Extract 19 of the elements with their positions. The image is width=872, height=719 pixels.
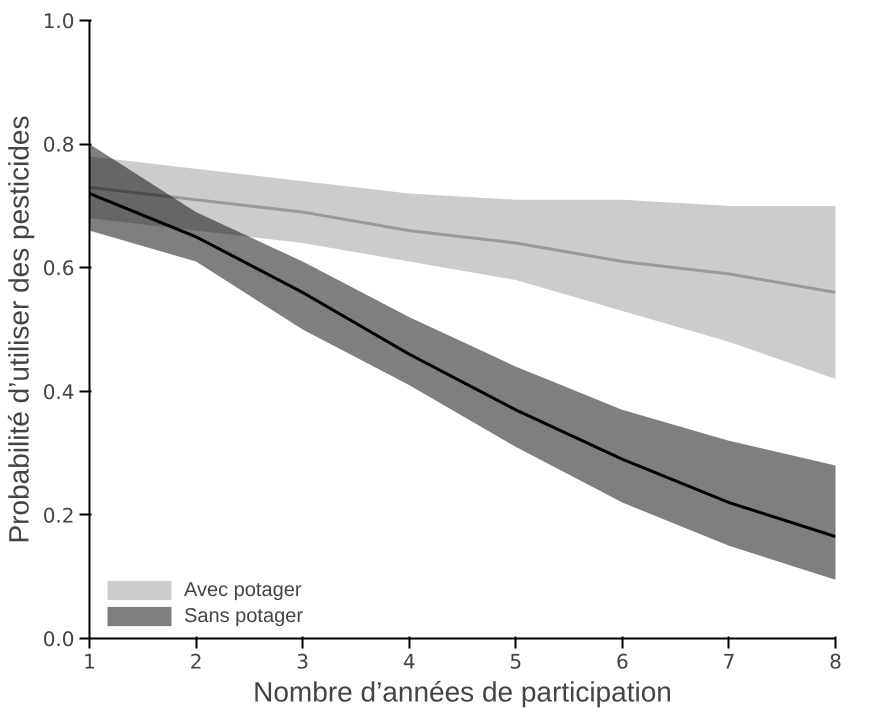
x-axis-title: Nombre d’années de participation bbox=[253, 676, 672, 708]
x-tick-label: 1 bbox=[83, 650, 96, 674]
legend-label: Sans potager bbox=[184, 604, 303, 628]
legend-label: Avec potager bbox=[184, 578, 302, 602]
x-tick-label: 5 bbox=[509, 650, 522, 674]
line-series bbox=[90, 186, 836, 294]
x-tick-label: 2 bbox=[190, 650, 202, 674]
x-tick-label: 7 bbox=[722, 650, 736, 674]
y-tick-label: 0.6 bbox=[42, 256, 75, 280]
x-tick-label: 3 bbox=[296, 650, 310, 674]
y-tick-label: 1.0 bbox=[42, 9, 75, 33]
y-tick-label: 0.8 bbox=[42, 132, 75, 157]
y-tick-label: 0.2 bbox=[42, 503, 75, 528]
x-tick-label: 6 bbox=[616, 650, 629, 674]
x-tick-label: 4 bbox=[402, 650, 416, 674]
y-tick-label: 0.0 bbox=[42, 627, 75, 651]
y-tick-label: 0.4 bbox=[42, 380, 75, 404]
y-axis-title: Probabilité d’utiliser des pesticides bbox=[4, 116, 35, 544]
x-tick-label: 8 bbox=[829, 650, 842, 674]
